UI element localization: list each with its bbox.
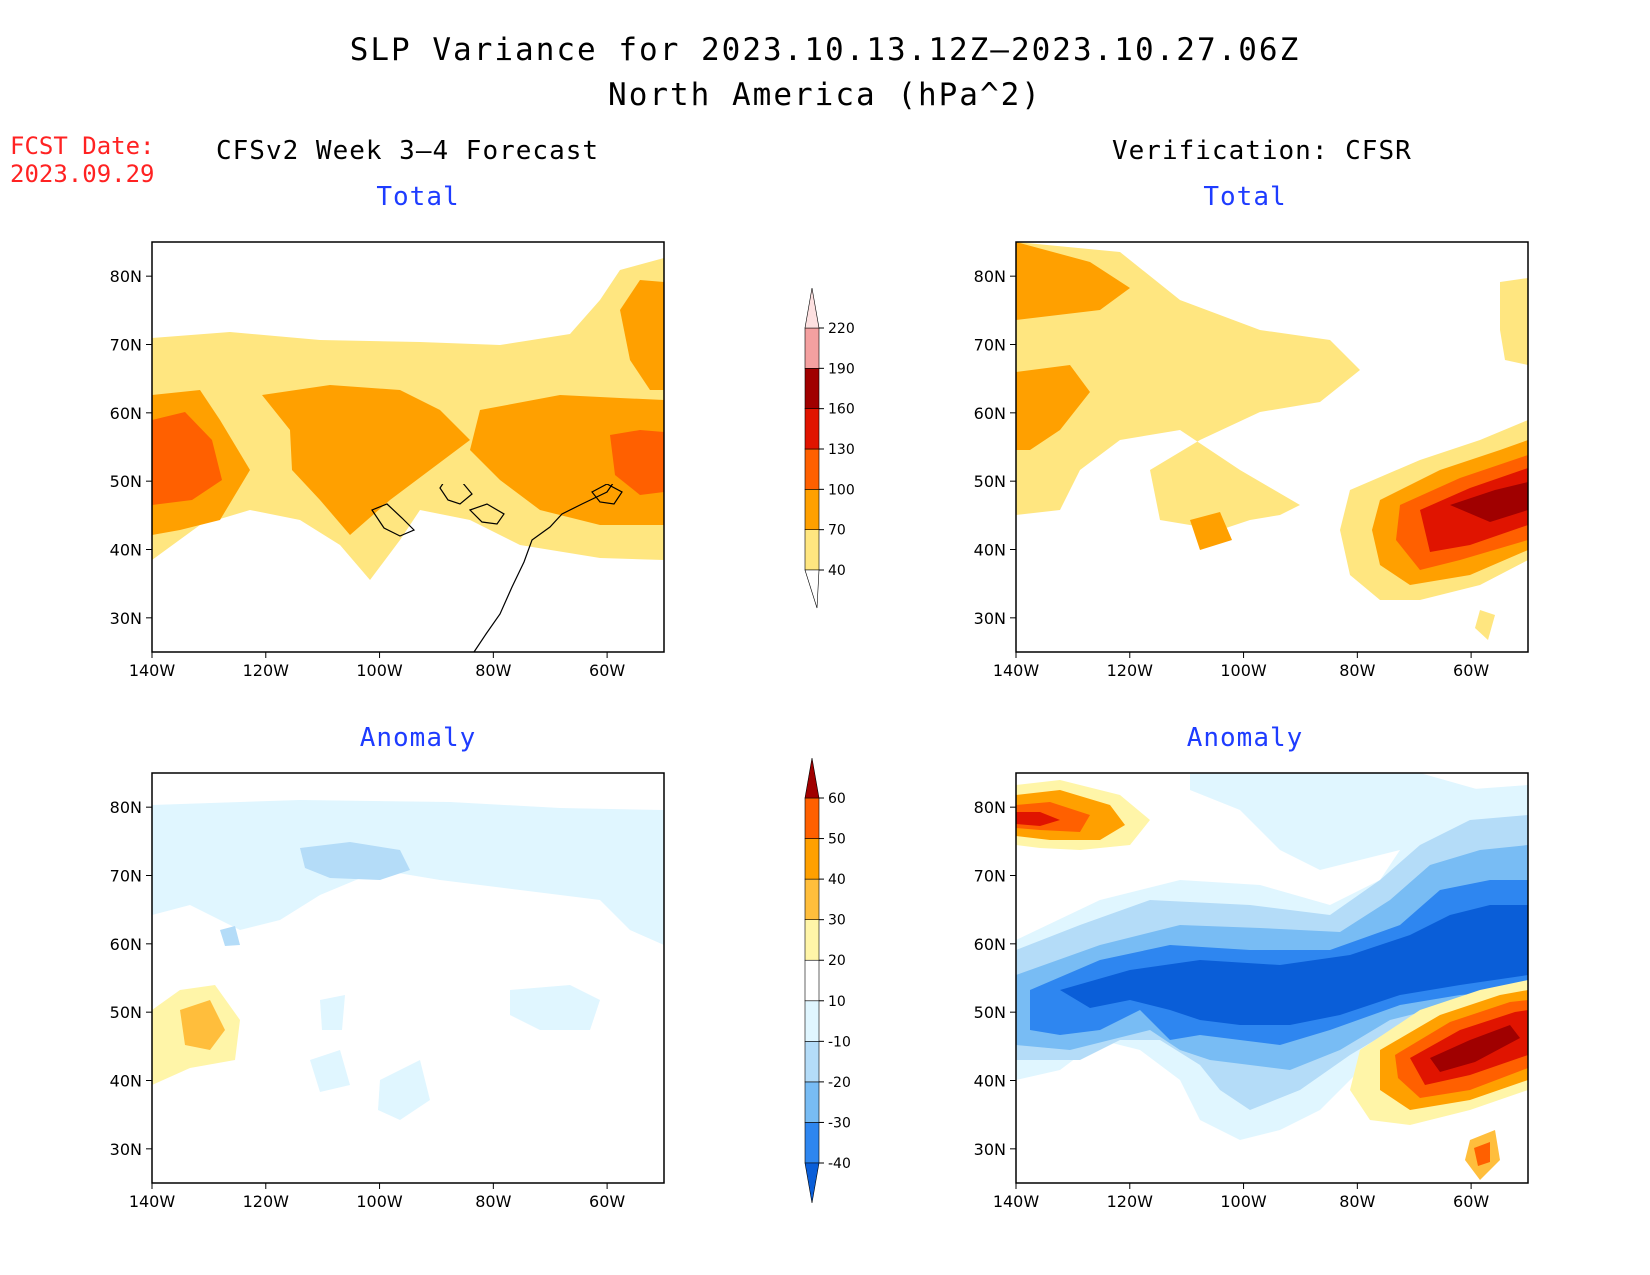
- colorbar-swatch: [804, 529, 820, 571]
- colorbar-label: -20: [828, 1075, 851, 1091]
- lat-label: 50N: [110, 472, 142, 491]
- lon-label: 100W: [1220, 661, 1267, 680]
- forecast-column-title: CFSv2 Week 3–4 Forecast: [216, 136, 600, 166]
- lat-label: 50N: [974, 1003, 1006, 1022]
- lat-label: 40N: [110, 1072, 142, 1091]
- lon-label: 140W: [129, 661, 176, 680]
- anomaly-colorbar: -40 -30 -20 -10 10 20 30 40 50 60: [804, 757, 851, 1204]
- colorbar-swatch: [804, 919, 820, 961]
- forecast-anomaly-map: [151, 772, 665, 1184]
- colorbar-swatch: [804, 1081, 820, 1123]
- total-colorbar: 40 70 100 130 160 190 220: [804, 287, 855, 609]
- lat-label: 50N: [110, 1003, 142, 1022]
- lat-label: 60N: [110, 404, 142, 423]
- verification-anomaly-title: Anomaly: [1186, 723, 1304, 753]
- lat-label: 30N: [110, 1140, 142, 1159]
- lon-label: 60W: [1453, 661, 1489, 680]
- lon-label: 100W: [356, 661, 403, 680]
- colorbar-swatch: [804, 959, 820, 1002]
- lat-label: 80N: [974, 267, 1006, 286]
- lat-label: 60N: [974, 935, 1006, 954]
- lon-label: 120W: [1107, 1192, 1154, 1211]
- colorbar-label: 70: [828, 523, 846, 539]
- lat-label: 30N: [974, 1140, 1006, 1159]
- colorbar-swatch: [804, 408, 820, 450]
- verification-total-map: [1015, 241, 1529, 653]
- lat-label: 40N: [974, 1072, 1006, 1091]
- colorbar-label: 130: [828, 442, 855, 458]
- colorbar-label: 190: [828, 361, 855, 377]
- lon-label: 120W: [243, 661, 290, 680]
- colorbar-swatch: [804, 448, 820, 490]
- colorbar-label: -10: [828, 1034, 851, 1050]
- fcst-date-label: FCST Date:: [10, 132, 155, 160]
- colorbar-label: 100: [828, 482, 855, 498]
- lat-label: 80N: [110, 267, 142, 286]
- lon-label: 80W: [1339, 1192, 1375, 1211]
- colorbar-label: 10: [828, 994, 846, 1010]
- lat-label: 30N: [110, 609, 142, 628]
- lon-label: 80W: [475, 1192, 511, 1211]
- lat-label: 50N: [974, 472, 1006, 491]
- colorbar-swatch: [804, 797, 820, 839]
- colorbar-swatch: [804, 757, 820, 799]
- forecast-anomaly-title: Anomaly: [359, 723, 477, 753]
- lon-label: 60W: [589, 1192, 625, 1211]
- colorbar-swatch: [804, 327, 820, 369]
- lon-label: 80W: [1339, 661, 1375, 680]
- lat-label: 60N: [110, 935, 142, 954]
- colorbar-label: 30: [828, 913, 846, 929]
- lon-label: 140W: [993, 1192, 1040, 1211]
- colorbar-swatch: [804, 489, 820, 530]
- colorbar-label: -30: [828, 1115, 851, 1131]
- forecast-total-map: [151, 241, 665, 653]
- colorbar-swatch: [804, 878, 820, 920]
- colorbar-swatch: [804, 1041, 820, 1083]
- colorbar-swatch: [804, 1162, 820, 1204]
- colorbar-swatch: [804, 569, 820, 609]
- colorbar-swatch: [804, 1000, 820, 1042]
- lon-label: 100W: [1220, 1192, 1267, 1211]
- colorbar-swatch: [804, 287, 820, 329]
- lon-label: 140W: [993, 661, 1040, 680]
- lon-label: 100W: [356, 1192, 403, 1211]
- forecast-total-title: Total: [376, 182, 460, 212]
- lon-label: 60W: [1453, 1192, 1489, 1211]
- verification-column-title: Verification: CFSR: [1112, 136, 1412, 166]
- colorbar-label: 50: [828, 832, 846, 848]
- colorbar-label: 220: [828, 321, 855, 337]
- lat-label: 40N: [974, 541, 1006, 560]
- colorbar-label: 160: [828, 402, 855, 418]
- colorbar-swatch: [804, 838, 820, 880]
- colorbar-label: 40: [828, 872, 846, 888]
- lat-label: 80N: [110, 798, 142, 817]
- colorbar-label: -40: [828, 1156, 851, 1172]
- lat-label: 70N: [110, 336, 142, 355]
- lon-label: 120W: [1107, 661, 1154, 680]
- lat-label: 70N: [974, 867, 1006, 886]
- colorbar-label: 40: [828, 563, 846, 579]
- lon-label: 120W: [243, 1192, 290, 1211]
- colorbar-label: 20: [828, 953, 846, 969]
- chart-subtitle: North America (hPa^2): [608, 77, 1042, 113]
- lat-label: 80N: [974, 798, 1006, 817]
- lat-label: 30N: [974, 609, 1006, 628]
- lon-label: 60W: [589, 661, 625, 680]
- lat-label: 40N: [110, 541, 142, 560]
- colorbar-swatch: [804, 368, 820, 409]
- lon-label: 80W: [475, 661, 511, 680]
- colorbar-label: 60: [828, 791, 846, 807]
- verification-anomaly-map: [1015, 772, 1529, 1184]
- lat-label: 60N: [974, 404, 1006, 423]
- lat-label: 70N: [110, 867, 142, 886]
- lon-label: 140W: [129, 1192, 176, 1211]
- lat-label: 70N: [974, 336, 1006, 355]
- chart-title: SLP Variance for 2023.10.13.12Z–2023.10.…: [349, 32, 1301, 68]
- colorbar-swatch: [804, 1122, 820, 1164]
- fcst-date-value: 2023.09.29: [10, 160, 155, 188]
- verification-total-title: Total: [1203, 182, 1287, 212]
